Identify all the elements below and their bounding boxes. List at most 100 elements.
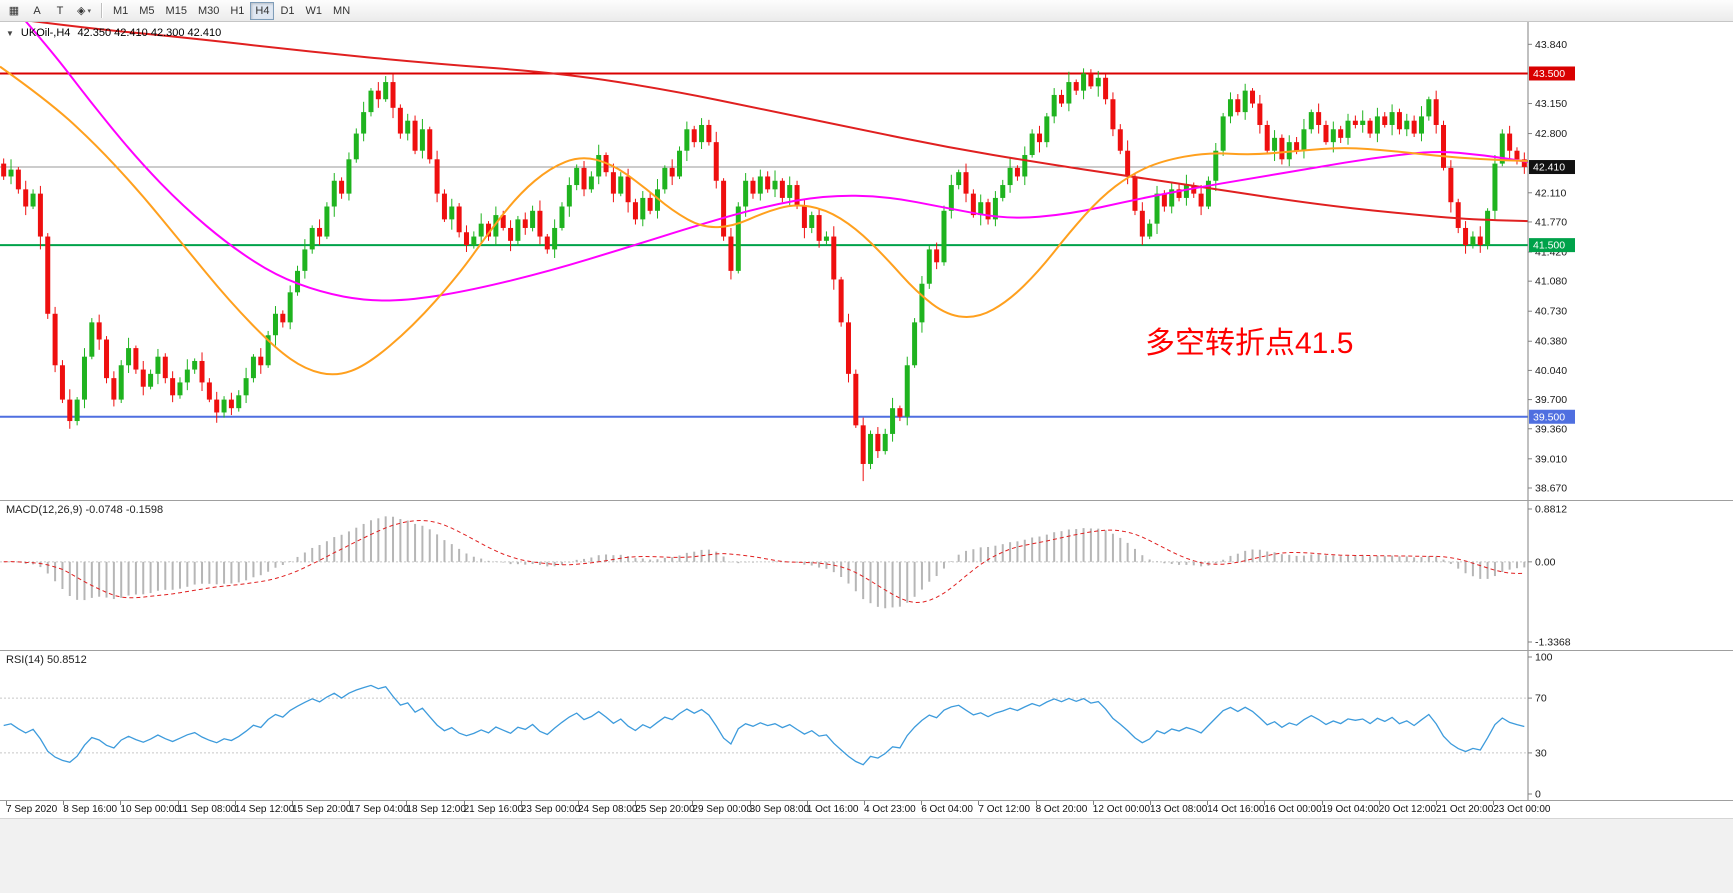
timeframe-button-mn[interactable]: MN <box>328 2 355 20</box>
candle <box>243 367 249 404</box>
candle-body <box>684 129 690 151</box>
candle-body <box>1396 112 1402 130</box>
candle <box>1455 198 1461 234</box>
candle <box>434 150 440 203</box>
candle <box>390 74 396 119</box>
time-tick-mark <box>6 801 7 805</box>
candle <box>1330 121 1336 153</box>
candle-body <box>118 365 124 400</box>
grid-tool-button[interactable]: ▦ <box>3 2 25 20</box>
candle <box>59 360 65 404</box>
candle-body <box>1448 167 1454 203</box>
time-axis-label: 21 Oct 20:00 <box>1436 804 1494 815</box>
candle <box>610 163 616 203</box>
candle <box>1169 182 1175 214</box>
rsi-line <box>3 684 1525 766</box>
rsi-axis-label: 30 <box>1535 747 1547 759</box>
time-axis-label: 6 Oct 04:00 <box>921 804 973 815</box>
macd-surface[interactable]: 0.8812 0.00 -1.3368 <box>0 501 1733 650</box>
candle-body <box>757 176 763 194</box>
candle <box>1463 221 1469 254</box>
candle-body <box>765 176 771 190</box>
candle-body <box>302 249 308 271</box>
candle <box>1066 71 1072 112</box>
time-tick-mark <box>406 801 408 805</box>
candle-body <box>970 193 976 216</box>
main-chart-surface[interactable]: 43.84043.15042.80042.11041.77041.42041.0… <box>0 22 1733 500</box>
rsi-axis[interactable]: 100 70 30 0 <box>1527 651 1553 800</box>
candle <box>405 113 411 141</box>
price-tick-label: 39.700 <box>1535 394 1567 406</box>
candle-body <box>140 369 146 387</box>
candle <box>647 192 653 215</box>
candle <box>1323 120 1329 145</box>
candle-body <box>317 227 323 237</box>
time-tick-mark <box>1092 801 1094 805</box>
candle-body <box>449 206 455 220</box>
rsi-indicator-panel[interactable]: 100 70 30 0 RSI(14) 50.8512 <box>0 650 1733 800</box>
candle <box>1257 94 1263 134</box>
candle <box>1279 134 1285 165</box>
macd-axis[interactable]: 0.8812 0.00 -1.3368 <box>1527 501 1571 650</box>
collapse-arrow-icon[interactable]: ▼ <box>6 28 14 38</box>
time-tick-mark <box>349 801 351 805</box>
timeframe-button-m15[interactable]: M15 <box>161 2 192 20</box>
candle <box>170 371 176 403</box>
candle-body <box>1 163 7 177</box>
candle <box>794 180 800 210</box>
macd-indicator-panel[interactable]: 0.8812 0.00 -1.3368 MACD(12,26,9) -0.0748 … <box>0 500 1733 650</box>
candle-body <box>1470 236 1476 246</box>
timeframe-button-h4[interactable]: H4 <box>250 1 275 20</box>
price-tick-label: 43.150 <box>1535 98 1567 110</box>
timeframe-button-d1[interactable]: D1 <box>275 2 299 20</box>
candle <box>383 76 389 102</box>
candle <box>1382 112 1388 128</box>
time-axis[interactable]: 7 Sep 2020 8 Sep 16:00 10 Sep 00:00 11 Sep … <box>0 800 1733 818</box>
timeframe-button-m30[interactable]: M30 <box>193 2 224 20</box>
timeframe-button-w1[interactable]: W1 <box>301 2 328 20</box>
candle <box>1213 143 1219 192</box>
candle <box>1000 179 1006 202</box>
time-tick-mark <box>1378 801 1380 805</box>
price-axis[interactable]: 43.84043.15042.80042.11041.77041.42041.0… <box>1527 22 1575 500</box>
candle-body <box>1139 210 1145 237</box>
time-tick-mark <box>63 801 65 805</box>
text-tool-button[interactable]: T <box>49 2 71 20</box>
time-tick-mark <box>234 801 236 805</box>
text-label-tool-button[interactable]: A <box>26 2 48 20</box>
time-tick-mark <box>520 801 522 805</box>
candle <box>522 212 528 235</box>
time-tick-mark <box>1264 801 1266 805</box>
timeframe-button-m5[interactable]: M5 <box>134 2 159 20</box>
candle-body <box>772 180 778 190</box>
candle <box>809 211 815 234</box>
candle <box>728 227 734 280</box>
rsi-surface[interactable]: 100 70 30 0 <box>0 651 1733 800</box>
candle-body <box>1213 150 1219 181</box>
candle-body <box>67 399 73 422</box>
candle-body <box>860 425 866 464</box>
price-tick-label: 40.730 <box>1535 306 1567 318</box>
timeframe-button-h1[interactable]: H1 <box>225 2 249 20</box>
candle <box>1154 185 1160 234</box>
candle <box>1227 92 1233 124</box>
candle-body <box>823 236 829 241</box>
candle-body <box>1036 133 1042 143</box>
time-tick-mark <box>1035 801 1037 805</box>
candle <box>74 397 80 426</box>
candle <box>1345 113 1351 145</box>
timeframe-button-m1[interactable]: M1 <box>108 2 133 20</box>
candle <box>478 213 484 245</box>
candle-body <box>530 210 536 228</box>
candle <box>515 215 521 246</box>
main-chart-panel[interactable]: 43.840 43.150 42.800 42.110 41.770 41.420 41.0… <box>0 22 1733 500</box>
candle-body <box>897 408 903 417</box>
candle-body <box>1051 94 1057 117</box>
candle-body <box>912 322 918 366</box>
candle-body <box>596 155 602 177</box>
candle <box>155 348 161 385</box>
candle-body <box>1382 116 1388 125</box>
candle <box>456 203 462 238</box>
shapes-tool-button[interactable]: ◈ ▾ <box>72 2 96 20</box>
candle <box>1007 157 1013 193</box>
